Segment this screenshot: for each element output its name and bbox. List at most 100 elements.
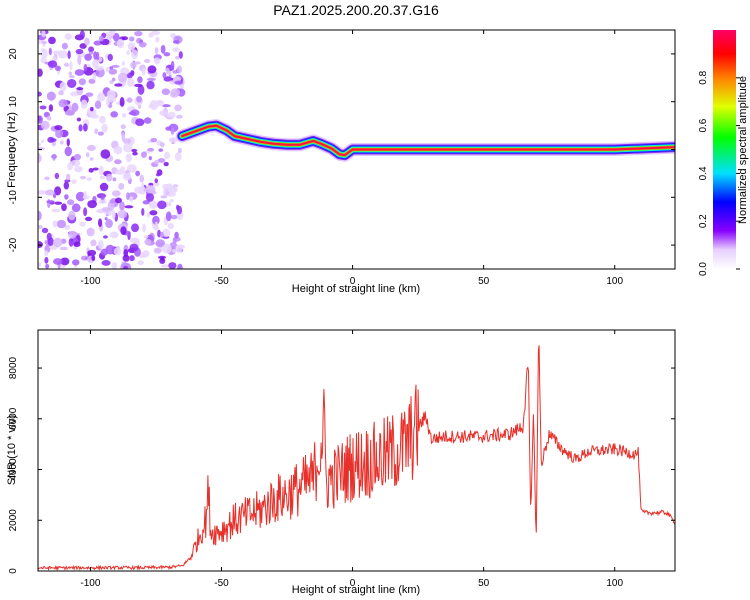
noise-blob — [89, 157, 94, 161]
noise-blob — [152, 181, 160, 187]
noise-blob — [146, 77, 156, 82]
noise-blob — [132, 151, 138, 156]
noise-blob — [122, 138, 132, 144]
noise-blob — [93, 40, 102, 46]
noise-blob — [93, 51, 98, 60]
noise-blob — [86, 144, 96, 152]
noise-blob — [134, 186, 143, 194]
noise-blob — [154, 47, 159, 54]
noise-blob — [80, 99, 88, 110]
ridge-band — [181, 124, 675, 157]
noise-blob — [98, 199, 107, 205]
noise-blob — [52, 153, 56, 161]
y-tick-label: -20 — [8, 237, 19, 252]
noise-blob — [100, 149, 111, 159]
noise-blob — [78, 78, 86, 86]
noise-blob — [127, 42, 136, 51]
noise-blob — [56, 219, 67, 229]
noise-blob — [84, 53, 92, 61]
noise-blob — [92, 59, 99, 68]
noise-blob — [160, 231, 164, 239]
noise-blob — [142, 200, 150, 205]
noise-blob — [121, 131, 126, 142]
noise-blob — [52, 220, 58, 228]
noise-blob — [154, 178, 159, 184]
noise-blob — [86, 152, 90, 158]
noise-blob — [54, 186, 62, 196]
spectrogram-x-ticks: -100 -50 0 50 100 — [80, 30, 623, 287]
noise-blob — [38, 225, 43, 229]
noise-blob — [47, 237, 54, 247]
noise-blob — [39, 105, 47, 110]
noise-blob — [146, 212, 151, 218]
noise-blob — [54, 172, 60, 179]
noise-blob — [114, 83, 123, 87]
noise-blob — [131, 148, 138, 153]
noise-blob — [118, 182, 125, 190]
noise-blob — [90, 114, 99, 119]
noise-blob — [74, 165, 83, 173]
noise-blob — [137, 260, 144, 266]
noise-blob — [53, 237, 63, 248]
noise-blob — [148, 200, 158, 209]
y-tick-label: -10 — [8, 190, 19, 205]
noise-blob — [64, 33, 72, 40]
noise-blob — [71, 179, 77, 185]
noise-blob — [126, 72, 133, 79]
noise-blob — [94, 100, 102, 109]
noise-blob — [166, 185, 173, 192]
noise-blob — [106, 173, 113, 182]
noise-blob — [145, 192, 155, 202]
noise-blob — [82, 123, 88, 132]
noise-blob — [87, 249, 97, 256]
y-tick-label: 0 — [8, 146, 19, 152]
noise-blob — [134, 83, 143, 88]
noise-blob — [76, 117, 82, 122]
noise-blob — [175, 244, 183, 253]
noise-blob — [55, 65, 61, 72]
noise-blob — [139, 174, 145, 183]
noise-blob — [106, 89, 116, 100]
y-tick-label: 6000 — [8, 407, 19, 430]
noise-blob — [129, 255, 135, 262]
noise-blob — [44, 256, 49, 264]
noise-blob — [148, 103, 155, 109]
x-tick-label: -50 — [214, 578, 229, 589]
noise-blob — [176, 65, 183, 74]
noise-blob — [137, 76, 143, 84]
noise-blob — [157, 200, 167, 210]
noise-blob — [113, 247, 122, 256]
noise-blob — [111, 77, 116, 82]
noise-blob — [46, 200, 55, 204]
noise-blob — [88, 168, 94, 173]
noise-blob — [70, 159, 81, 167]
noise-blob — [176, 114, 183, 119]
noise-blob — [174, 104, 182, 112]
noise-blob — [73, 153, 81, 161]
noise-blob — [38, 68, 43, 77]
x-tick-label: 100 — [606, 578, 623, 589]
noise-blob — [143, 234, 149, 239]
noise-blob — [61, 203, 67, 212]
noise-blob — [121, 61, 125, 66]
noise-blob — [146, 80, 155, 90]
colorbar-tick-label: 0.2 — [698, 214, 709, 228]
noise-blob — [168, 201, 172, 207]
noise-blob — [101, 259, 111, 266]
noise-blob — [165, 211, 172, 222]
noise-blob — [41, 30, 46, 38]
noise-blob — [46, 91, 56, 101]
noise-blob — [84, 37, 90, 46]
noise-blob — [128, 196, 134, 202]
noise-blob — [98, 218, 103, 228]
noise-blob — [111, 64, 120, 68]
noise-blob — [75, 191, 86, 202]
noise-blob — [140, 151, 147, 158]
noise-blob — [121, 113, 127, 118]
y-tick-label: 0 — [8, 568, 19, 574]
noise-blob — [83, 207, 88, 217]
noise-blob — [142, 223, 146, 233]
noise-blob — [85, 216, 93, 222]
noise-blob — [143, 117, 152, 124]
noise-blob — [88, 78, 96, 84]
